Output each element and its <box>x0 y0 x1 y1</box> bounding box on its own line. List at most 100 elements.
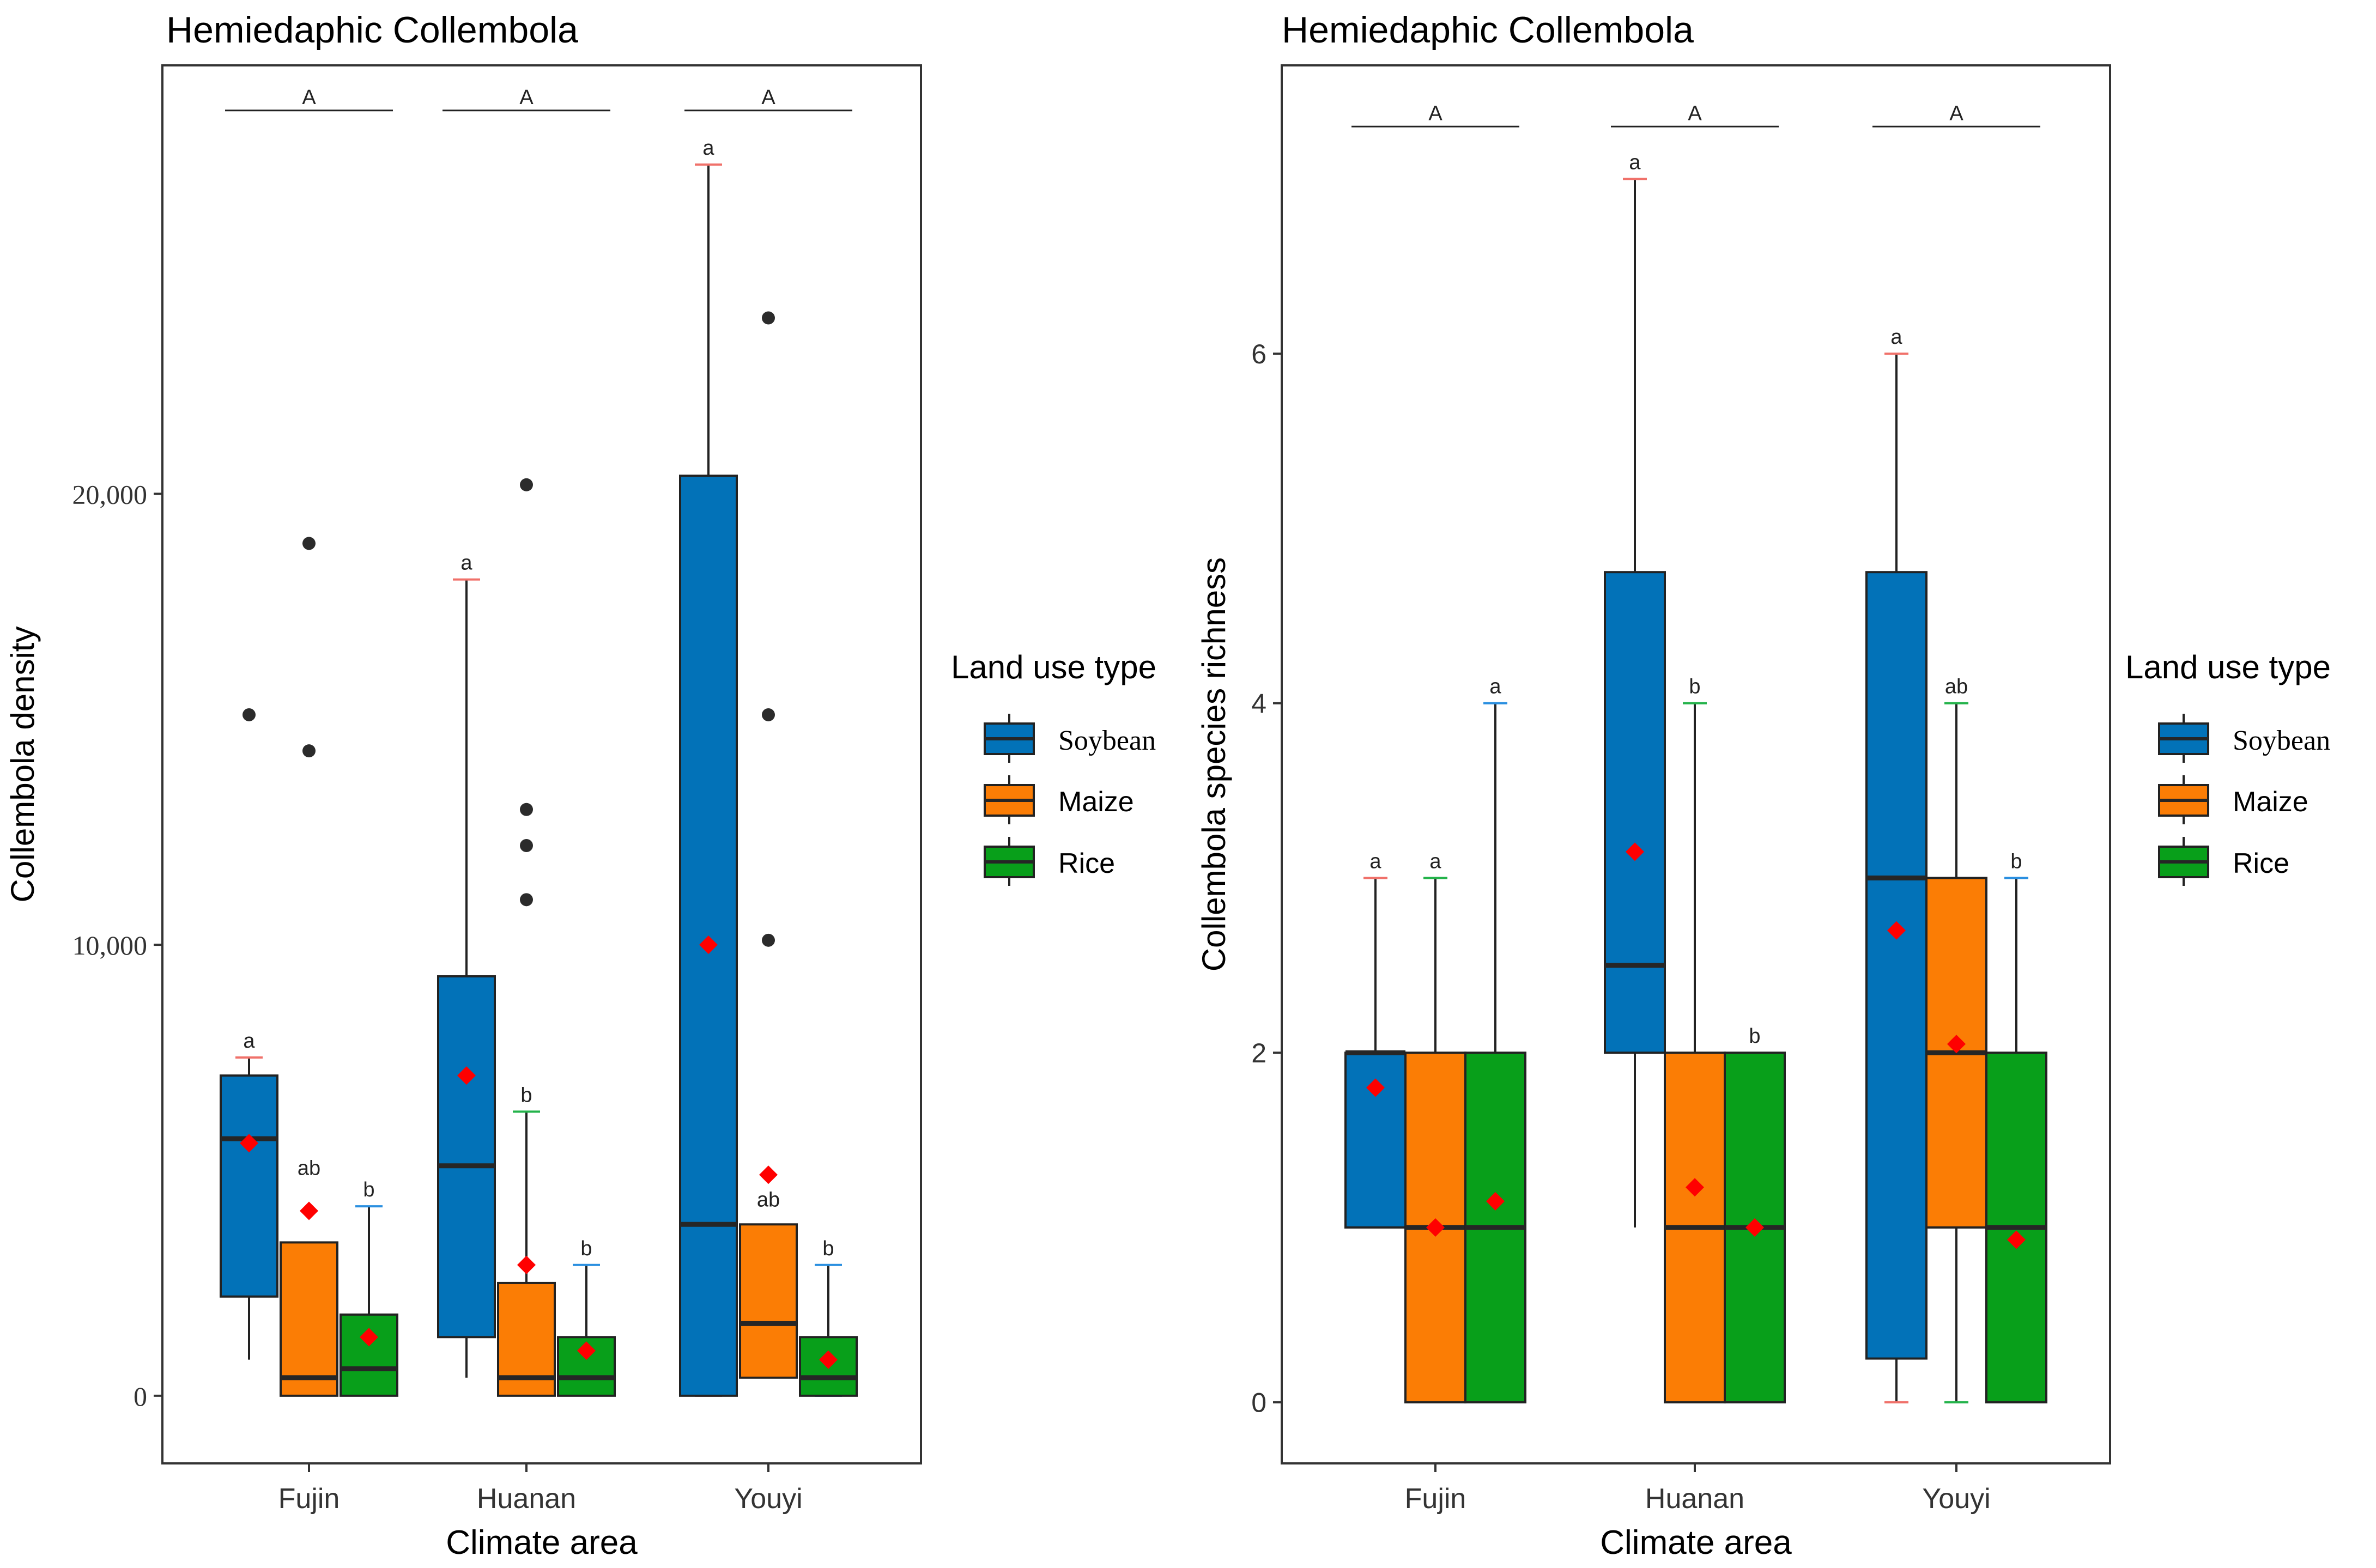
mean-marker <box>699 935 718 955</box>
y-tick-label: 10,000 <box>72 930 148 961</box>
group-letter: A <box>302 86 316 109</box>
legend: Land use type Soybean Maize Rice <box>2125 649 2331 886</box>
mean-marker <box>1426 1218 1445 1237</box>
outlier-point <box>762 311 775 325</box>
significance-letter: b <box>520 1084 532 1107</box>
significance-letter: a <box>1369 850 1381 873</box>
box-maize <box>280 1241 338 1397</box>
group-letter: A <box>1688 102 1702 125</box>
significance-letter: a <box>702 137 714 160</box>
significance-letter: a <box>460 552 472 575</box>
mean-marker <box>2007 1230 2026 1249</box>
box-rice <box>340 1313 398 1397</box>
outlier-point <box>520 478 533 491</box>
chart-title: Hemiedaphic Collembola <box>1282 9 1694 51</box>
x-axis-label: Climate area <box>1600 1524 1792 1561</box>
x-tick-label: Fujin <box>278 1483 340 1515</box>
outlier-point <box>762 933 775 947</box>
box-soybean <box>220 1074 278 1298</box>
panel-frame <box>161 64 922 1464</box>
mean-marker <box>1626 842 1644 861</box>
legend-label: Soybean <box>1058 725 1156 756</box>
mean-marker <box>360 1328 378 1347</box>
legend-entry-soybean: Soybean <box>984 714 1156 763</box>
legend-label: Rice <box>2233 848 2289 879</box>
outlier-point <box>243 708 256 721</box>
density-chart: Hemiedaphic Collembola 0 10,000 20,000 Colle… <box>4 9 1156 1561</box>
box-maize <box>739 1223 798 1379</box>
significance-letter: a <box>1489 676 1501 698</box>
x-tick-label: Huanan <box>477 1483 576 1515</box>
significance-letter: b <box>1749 1025 1760 1048</box>
significance-letter: b <box>580 1237 592 1260</box>
group-letter: A <box>1428 102 1442 125</box>
mean-marker <box>1366 1078 1385 1097</box>
mean-marker <box>759 1165 778 1184</box>
mean-marker <box>1887 921 1906 940</box>
significance-letter: b <box>822 1237 834 1260</box>
y-tick-label: 6 <box>1251 339 1266 369</box>
box-soybean <box>1604 571 1666 1054</box>
legend-label: Rice <box>1058 848 1115 879</box>
outlier-point <box>302 537 316 550</box>
chart-title: Hemiedaphic Collembola <box>166 9 578 51</box>
significance-letter: b <box>1689 676 1700 698</box>
mean-marker <box>457 1066 476 1085</box>
legend-label: Soybean <box>2233 725 2330 756</box>
outlier-point <box>762 708 775 721</box>
x-tick-label: Youyi <box>734 1483 802 1515</box>
significance-letter: ab <box>298 1157 320 1180</box>
y-axis-label: Collembola species richness <box>1196 557 1232 971</box>
legend-label: Maize <box>2233 786 2308 818</box>
richness-chart: Hemiedaphic Collembola 0 2 4 6 Collembola spe… <box>1196 9 2331 1561</box>
y-axis-label: Collembola density <box>4 627 41 903</box>
significance-letter: b <box>363 1178 374 1201</box>
legend-entry-soybean: Soybean <box>2158 714 2330 763</box>
mean-marker <box>240 1134 258 1153</box>
mean-marker <box>1686 1178 1704 1197</box>
group-letter: A <box>761 86 775 109</box>
x-axis-label: Climate area <box>446 1524 638 1561</box>
mean-marker <box>1486 1192 1505 1211</box>
mean-marker <box>1947 1035 1966 1054</box>
y-tick-label: 0 <box>1251 1388 1266 1418</box>
legend: Land use type Soybean Maize Rice <box>951 649 1156 886</box>
legend-label: Maize <box>1058 786 1134 818</box>
legend-entry-rice: Rice <box>2158 837 2289 886</box>
group-letter: A <box>519 86 534 109</box>
y-tick-label: 2 <box>1251 1038 1266 1068</box>
outlier-point <box>520 838 533 852</box>
x-tick-label: Youyi <box>1922 1483 1990 1515</box>
significance-letter: ab <box>757 1188 780 1211</box>
significance-letter: b <box>2010 850 2022 873</box>
outlier-point <box>520 893 533 907</box>
legend-title: Land use type <box>951 649 1156 685</box>
y-tick-label: 4 <box>1251 689 1266 719</box>
box-soybean <box>437 975 496 1339</box>
group-letter: A <box>1949 102 1963 125</box>
legend-entry-rice: Rice <box>984 837 1115 886</box>
legend-title: Land use type <box>2125 649 2331 685</box>
box-rice <box>557 1336 616 1397</box>
legend-entry-maize: Maize <box>984 775 1134 824</box>
outlier-point <box>520 803 533 816</box>
mean-marker <box>1745 1218 1764 1237</box>
y-tick-label: 20,000 <box>72 479 148 509</box>
significance-letter: a <box>1429 850 1441 873</box>
significance-letter: a <box>243 1030 255 1053</box>
x-tick-label: Huanan <box>1645 1483 1744 1515</box>
mean-marker <box>300 1201 318 1220</box>
box-soybean <box>1865 571 1928 1360</box>
legend-entry-maize: Maize <box>2158 775 2308 824</box>
mean-marker <box>577 1341 596 1360</box>
x-tick-label: Fujin <box>1405 1483 1466 1515</box>
mean-marker <box>517 1255 536 1274</box>
y-tick-label: 0 <box>134 1381 147 1412</box>
mean-marker <box>819 1350 838 1369</box>
significance-letter: a <box>1890 326 1902 349</box>
outlier-point <box>302 744 316 758</box>
significance-letter: ab <box>1945 676 1968 698</box>
